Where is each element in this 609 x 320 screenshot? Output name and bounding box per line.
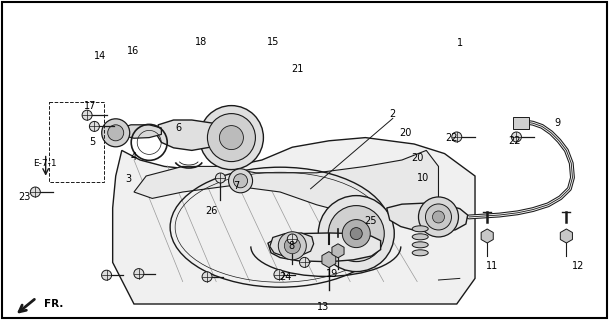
Circle shape [108,125,124,141]
Ellipse shape [412,226,428,232]
Text: 22: 22 [509,136,521,146]
Circle shape [219,125,244,150]
Text: 4: 4 [131,152,137,162]
Circle shape [512,132,521,142]
Circle shape [82,110,92,120]
Text: 26: 26 [206,206,218,216]
Bar [513,117,529,129]
Circle shape [350,228,362,240]
Circle shape [102,119,130,147]
Text: 19: 19 [326,268,338,279]
Polygon shape [560,229,572,243]
Ellipse shape [412,234,428,240]
Polygon shape [332,244,344,258]
Text: 3: 3 [125,174,131,184]
Text: 7: 7 [233,180,239,191]
Circle shape [90,121,99,132]
Circle shape [284,238,300,254]
Text: 21: 21 [291,64,303,74]
Polygon shape [113,138,475,304]
Circle shape [452,132,462,142]
Circle shape [134,268,144,279]
Circle shape [274,269,284,280]
Ellipse shape [412,242,428,248]
Text: FR.: FR. [44,299,63,309]
Circle shape [300,257,309,268]
Ellipse shape [412,250,428,256]
Circle shape [432,211,445,223]
Text: 15: 15 [267,36,279,47]
Text: 5: 5 [90,137,96,148]
Polygon shape [481,229,493,243]
Text: 17: 17 [84,100,96,111]
Text: 16: 16 [127,46,139,56]
Circle shape [202,272,212,282]
Circle shape [278,232,306,260]
Text: 20: 20 [411,153,423,164]
Text: 10: 10 [417,172,429,183]
Bar [49,102,104,182]
Circle shape [342,220,370,248]
Text: 25: 25 [364,216,376,226]
Polygon shape [322,252,336,268]
Text: 22: 22 [446,132,458,143]
Text: 11: 11 [486,260,498,271]
Text: 12: 12 [572,260,585,271]
Circle shape [319,196,394,272]
Text: 14: 14 [94,51,107,61]
Circle shape [418,197,459,237]
Circle shape [30,187,40,197]
Text: E-7-1: E-7-1 [33,159,56,168]
Text: 2: 2 [390,108,396,119]
Circle shape [287,234,297,244]
Text: 20: 20 [399,128,411,138]
Polygon shape [157,120,224,150]
Polygon shape [387,203,468,232]
Circle shape [426,204,451,230]
Text: 18: 18 [195,36,207,47]
Text: 24: 24 [279,272,291,282]
Circle shape [234,174,247,188]
Circle shape [199,106,264,170]
Circle shape [228,169,253,193]
Circle shape [216,173,225,183]
Circle shape [102,270,111,280]
Circle shape [208,114,255,162]
Text: 6: 6 [175,123,181,133]
Text: 9: 9 [554,118,560,128]
Text: 8: 8 [288,241,294,252]
Text: 13: 13 [317,302,329,312]
Text: 23: 23 [18,192,30,202]
Polygon shape [134,150,438,218]
Circle shape [328,205,384,262]
Text: 1: 1 [457,38,463,48]
Polygon shape [270,233,314,257]
Polygon shape [122,125,161,138]
Polygon shape [268,233,381,262]
